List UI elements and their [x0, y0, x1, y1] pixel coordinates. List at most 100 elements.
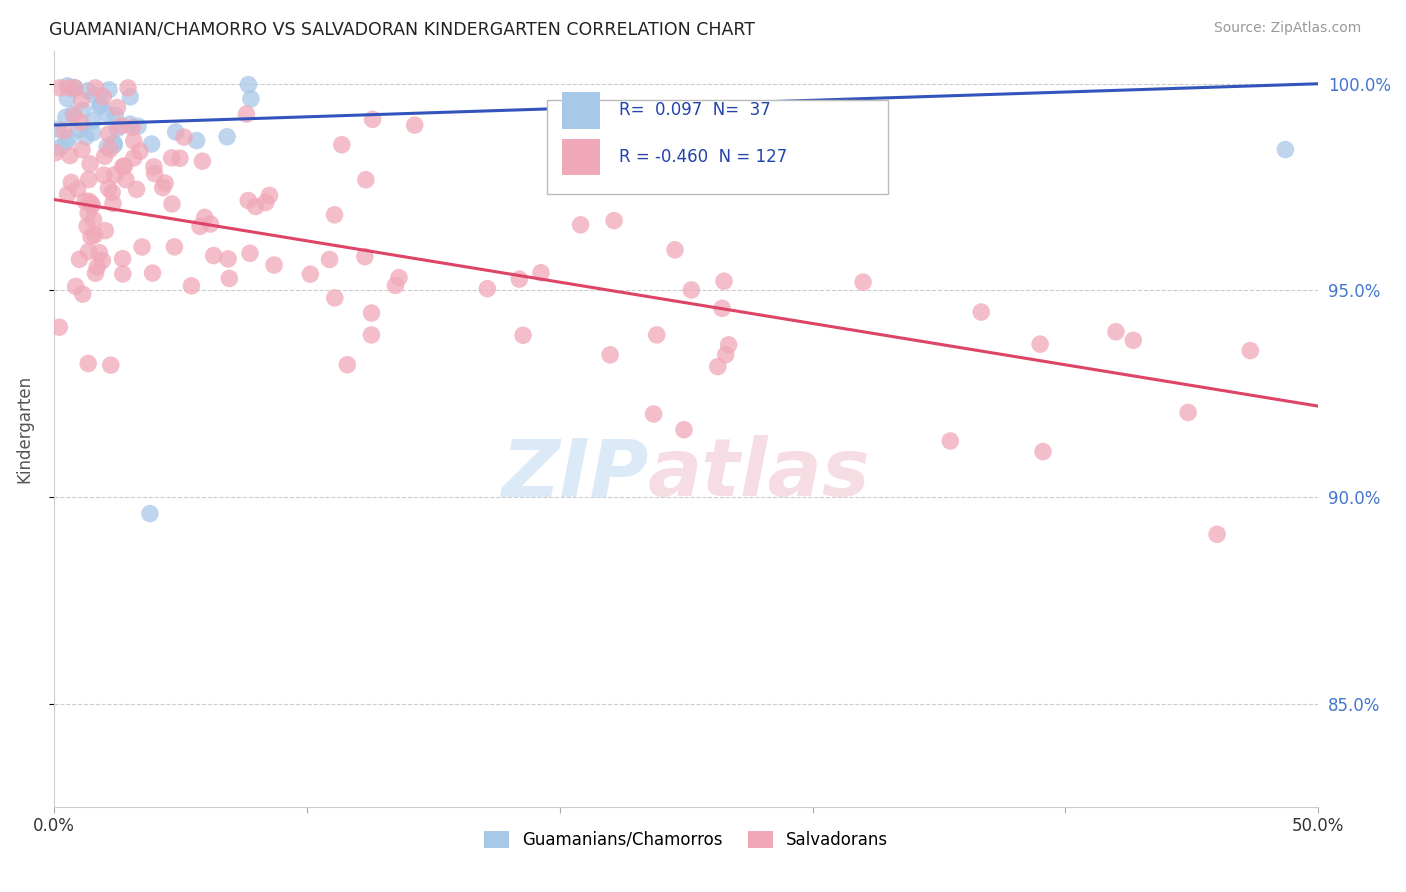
Point [103, 136, 125, 151]
Point [939, 434, 962, 448]
Point [235, 107, 257, 121]
Point [180, 278, 202, 293]
Point [55, 110, 77, 124]
Point [90, 97, 112, 112]
Point [83, 212, 105, 227]
Point [200, 217, 222, 231]
Point [1274, 143, 1296, 157]
Point [254, 195, 277, 210]
Point [67, 122, 90, 136]
Point [512, 328, 534, 343]
Point [152, 180, 174, 194]
Point [191, 154, 214, 169]
Point [711, 301, 734, 316]
Point [194, 211, 217, 225]
Point [569, 218, 592, 232]
Point [713, 274, 735, 288]
FancyBboxPatch shape [547, 100, 889, 194]
Point [70, 143, 93, 157]
Point [323, 291, 346, 305]
Point [714, 348, 737, 362]
Point [1105, 325, 1128, 339]
Point [93, 90, 115, 104]
Point [111, 160, 134, 174]
Point [142, 160, 165, 174]
Point [96, 140, 118, 154]
Point [104, 168, 127, 182]
Point [58, 81, 80, 95]
Point [111, 252, 134, 266]
Point [82, 126, 104, 140]
Point [664, 243, 686, 257]
Point [67, 252, 90, 267]
Point [114, 159, 136, 173]
Point [97, 127, 120, 141]
Point [1032, 444, 1054, 458]
Point [62, 107, 84, 121]
Point [96, 106, 118, 120]
Point [508, 272, 530, 286]
Point [141, 136, 163, 151]
Point [122, 134, 145, 148]
Text: Source: ZipAtlas.com: Source: ZipAtlas.com [1213, 21, 1361, 35]
Point [263, 258, 285, 272]
Point [66, 182, 89, 196]
Point [299, 267, 322, 281]
Point [77, 172, 100, 186]
Point [55, 135, 77, 149]
Point [354, 172, 377, 186]
Point [384, 278, 406, 293]
Point [70, 93, 93, 107]
Point [77, 84, 100, 98]
Point [153, 176, 176, 190]
Point [56, 78, 79, 93]
Point [117, 81, 139, 95]
Point [202, 249, 225, 263]
Point [188, 219, 211, 234]
Point [218, 271, 240, 285]
Point [238, 78, 260, 92]
Point [86, 260, 108, 274]
Point [165, 125, 187, 139]
Point [118, 117, 141, 131]
Point [1239, 343, 1261, 358]
Point [93, 149, 115, 163]
Point [259, 188, 281, 202]
Point [104, 108, 127, 122]
Point [56, 187, 79, 202]
Point [707, 359, 730, 374]
Point [101, 196, 124, 211]
Point [65, 279, 87, 293]
Point [103, 137, 125, 152]
Point [107, 121, 129, 136]
Point [672, 423, 695, 437]
Point [48, 81, 70, 95]
Point [69, 115, 91, 129]
Point [173, 130, 195, 145]
Text: GUAMANIAN/CHAMORRO VS SALVADORAN KINDERGARTEN CORRELATION CHART: GUAMANIAN/CHAMORRO VS SALVADORAN KINDERG… [49, 21, 755, 38]
FancyBboxPatch shape [562, 139, 600, 176]
Point [110, 119, 132, 133]
Point [129, 145, 152, 159]
Text: atlas: atlas [648, 435, 870, 513]
Point [217, 129, 239, 144]
Point [91, 253, 114, 268]
Point [323, 208, 346, 222]
Point [100, 358, 122, 372]
Point [83, 228, 105, 243]
Point [599, 348, 621, 362]
Point [336, 358, 359, 372]
Point [72, 287, 94, 301]
Point [45, 145, 67, 160]
Point [603, 213, 626, 227]
Point [852, 275, 875, 289]
Point [139, 507, 162, 521]
Point [530, 266, 553, 280]
Point [111, 267, 134, 281]
Point [574, 157, 596, 171]
Point [60, 176, 83, 190]
Point [75, 129, 97, 144]
Point [120, 90, 142, 104]
Point [52, 123, 75, 137]
Point [1206, 527, 1229, 541]
